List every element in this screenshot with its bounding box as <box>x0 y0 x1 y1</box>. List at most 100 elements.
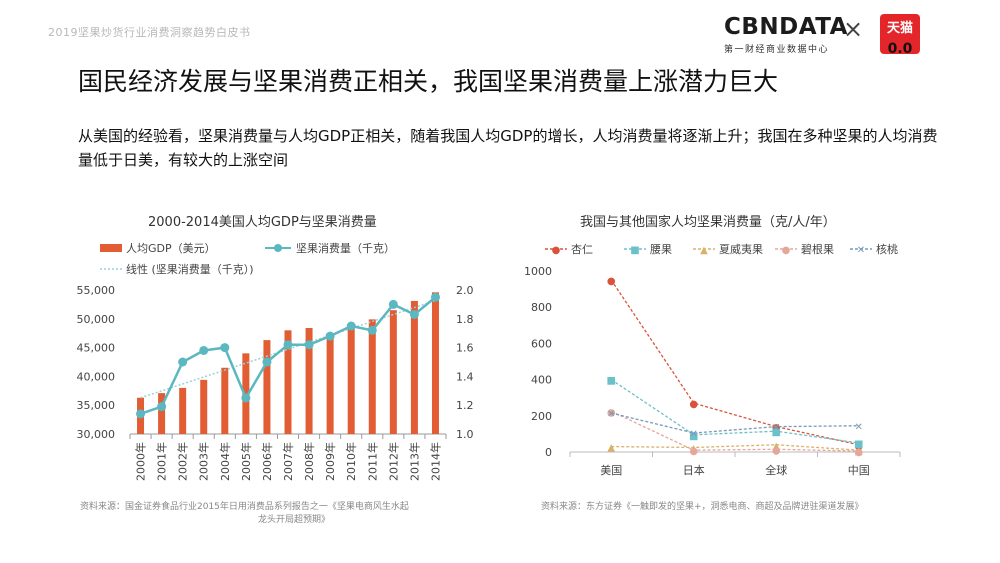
y-right-tick-label: 1.4 <box>456 370 474 383</box>
times-icon: × <box>843 15 864 43</box>
y-right-tick-label: 1.6 <box>456 342 474 355</box>
bar-gdp <box>410 300 418 434</box>
logo-subtitle: 第一财经商业数据中心 <box>724 45 830 55</box>
point-marker-3: ● <box>772 445 781 456</box>
chart1-source-line: 资料来源：国金证券食品行业2015年日用消费品系列报告之一《坚果电商风生水起 <box>80 502 409 512</box>
point-marker-1: ■ <box>607 376 616 387</box>
point-nut <box>178 357 188 367</box>
point-marker-4: ✕ <box>690 429 698 440</box>
point-marker-0: ● <box>854 441 863 452</box>
legend-label: 腰果 <box>650 243 672 256</box>
point-nut <box>283 340 293 350</box>
bar-gdp <box>305 328 313 434</box>
point-nut <box>346 321 356 331</box>
y-right-tick-label: 1.0 <box>456 428 474 441</box>
y-tick-label: 400 <box>531 374 552 387</box>
legend-label-nut: 坚果消费量（千克） <box>296 241 395 255</box>
x-tick-label: 2008年 <box>302 442 316 481</box>
point-marker-4: ✕ <box>607 409 615 420</box>
point-marker-1: ■ <box>689 431 698 442</box>
y-right-tick-label: 2.0 <box>456 284 474 297</box>
x-tick-label: 2007年 <box>281 442 295 481</box>
tmall-logo-text: 天猫 <box>886 21 913 36</box>
point-nut <box>241 393 251 403</box>
chart2-title: 我国与其他国家人均坚果消费量（克/人/年） <box>580 215 836 230</box>
x-tick-label: 2010年 <box>344 442 358 481</box>
chart1-title: 2000-2014美国人均GDP与坚果消费量 <box>148 215 377 230</box>
chart2-source: 资料来源：东方证券《一触即发的坚果+，洞悉电商、商超及品牌进驻渠道发展》 <box>541 501 941 514</box>
point-marker-4: ✕ <box>855 422 863 433</box>
chart2-source-line: 资料来源：东方证券《一触即发的坚果+，洞悉电商、商超及品牌进驻渠道发展》 <box>541 502 864 512</box>
country-nut-consumption-chart: ● 杏仁 ■ 腰果 ▲ 夏威夷果 ● 碧根果 ✕ 核桃 0 200 400 600 800 1000 美国 日本 全… <box>524 242 901 477</box>
tmall-logo-eyes: 0.0 <box>887 41 913 54</box>
y-left-tick-label: 40,000 <box>77 370 116 383</box>
x-tick-label: 2001年 <box>155 442 169 481</box>
legend-marker: ● <box>782 245 791 256</box>
legend-marker: ● <box>552 245 561 256</box>
point-marker-4: ✕ <box>772 423 780 434</box>
x-tick-label: 2000年 <box>134 442 148 481</box>
y-left-tick-label: 50,000 <box>77 313 116 326</box>
gdp-nut-consumption-chart: 人均GDP（美元） 坚果消费量（千克） 线性 (坚果消费量（千克）) 30,000 35… <box>77 241 474 481</box>
x-tick-label: 2013年 <box>407 442 421 481</box>
y-left-tick-label: 45,000 <box>77 342 116 355</box>
point-marker-0: ● <box>772 423 781 434</box>
point-marker-3: ● <box>854 447 863 458</box>
x-tick-label: 日本 <box>683 463 705 477</box>
point-nut <box>430 292 440 302</box>
bar-gdp <box>284 330 292 434</box>
x-tick-label: 2012年 <box>386 442 400 481</box>
legend-label: 碧根果 <box>801 242 834 256</box>
legend-marker-nut <box>274 244 282 252</box>
point-nut <box>388 299 398 309</box>
point-nut <box>304 340 314 350</box>
chart1-source-line: 龙头开局超预期》 <box>258 515 331 525</box>
bar-gdp <box>179 387 187 434</box>
point-marker-1: ■ <box>854 439 863 450</box>
y-tick-label: 800 <box>531 301 552 314</box>
y-tick-label: 200 <box>531 410 552 423</box>
page-subtitle: 从美国的经验看，坚果消费量与人均GDP正相关，随着我国人均GDP的增长，人均消费… <box>78 127 938 169</box>
report-caption: 2019坚果炒货行业消费洞察趋势白皮书 <box>48 26 251 39</box>
y-left-tick-label: 35,000 <box>77 399 116 412</box>
x-tick-label: 2003年 <box>197 442 211 481</box>
series-line-4 <box>611 412 859 434</box>
logo-text: CBNDATA <box>724 14 848 40</box>
point-nut <box>136 409 146 419</box>
point-marker-2: ▲ <box>607 443 615 454</box>
chart1-source: 资料来源：国金证券食品行业2015年日用消费品系列报告之一《坚果电商风生水起 龙… <box>80 501 480 527</box>
point-marker-2: ▲ <box>772 441 780 452</box>
tmall-logo: 天猫 0.0 <box>880 14 920 54</box>
point-nut <box>199 345 209 355</box>
legend-swatch-gdp <box>100 244 122 252</box>
bar-gdp <box>389 310 397 434</box>
point-nut <box>220 343 230 353</box>
y-right-tick-label: 1.2 <box>456 399 474 412</box>
legend-marker: ▲ <box>700 245 708 256</box>
x-tick-label: 中国 <box>848 464 870 477</box>
legend-marker: ■ <box>630 245 639 256</box>
bar-gdp <box>431 292 439 434</box>
page-title: 国民经济发展与坚果消费正相关，我国坚果消费量上涨潜力巨大 <box>78 67 779 96</box>
point-nut <box>409 309 419 319</box>
point-nut <box>367 325 377 335</box>
legend-label-trend: 线性 (坚果消费量（千克）) <box>126 262 254 276</box>
bar-gdp <box>263 340 271 434</box>
point-marker-2: ▲ <box>690 443 698 454</box>
y-tick-label: 600 <box>531 337 552 350</box>
series-line-0 <box>610 279 859 446</box>
y-tick-label: 0 <box>545 446 552 459</box>
x-tick-label: 2005年 <box>239 442 253 481</box>
point-marker-2: ▲ <box>855 446 863 457</box>
series-line-2 <box>611 444 859 451</box>
legend-label: 夏威夷果 <box>719 243 763 256</box>
bar-gdp <box>200 379 208 434</box>
series-line-1 <box>610 379 859 444</box>
y-tick-label: 1000 <box>524 265 552 278</box>
y-left-tick-label: 30,000 <box>77 428 116 441</box>
point-marker-0: ● <box>689 399 698 410</box>
x-tick-label: 全球 <box>765 463 787 477</box>
y-right-tick-label: 1.8 <box>456 313 474 326</box>
bar-gdp <box>326 335 334 434</box>
point-marker-0: ● <box>607 276 616 287</box>
